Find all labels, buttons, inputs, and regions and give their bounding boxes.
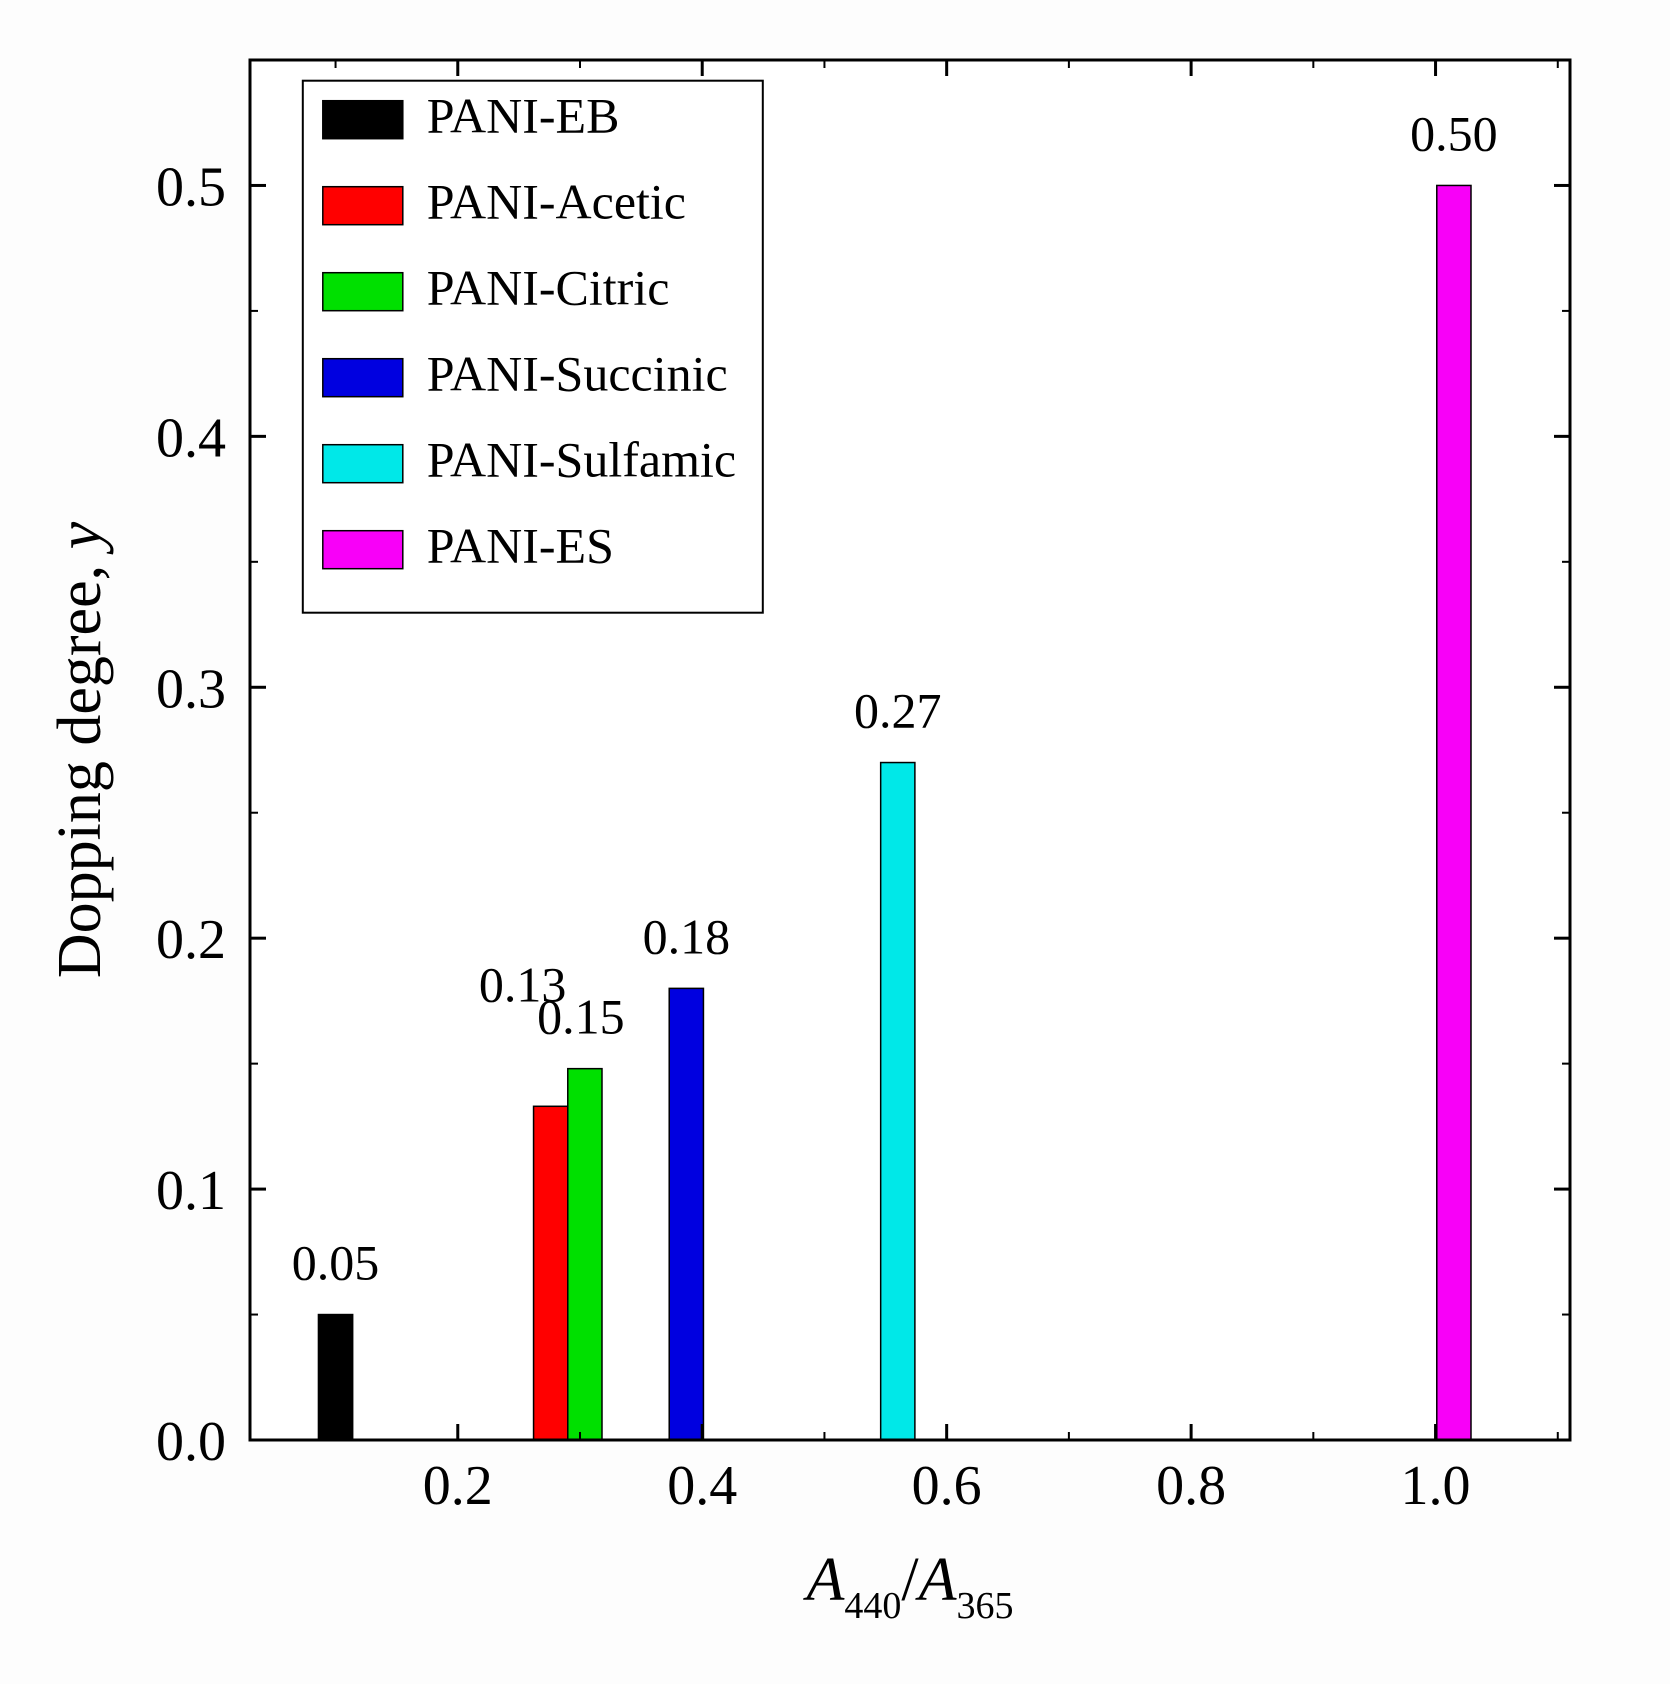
bar-pani-sulfamic xyxy=(881,763,915,1440)
bar-value-label: 0.18 xyxy=(643,908,731,964)
legend-label: PANI-Sulfamic xyxy=(427,432,736,488)
y-tick-label: 0.4 xyxy=(156,407,226,469)
legend-swatch xyxy=(323,445,403,483)
x-tick-label: 1.0 xyxy=(1401,1455,1471,1517)
bar-pani-citric xyxy=(568,1069,602,1440)
bar-chart: 0.050.130.150.180.270.500.20.40.60.81.00… xyxy=(0,0,1670,1684)
y-tick-label: 0.0 xyxy=(156,1411,226,1473)
legend-swatch xyxy=(323,359,403,397)
y-tick-label: 0.3 xyxy=(156,658,226,720)
legend-label: PANI-Succinic xyxy=(427,346,728,402)
legend-label: PANI-Citric xyxy=(427,260,670,316)
bar-pani-eb xyxy=(318,1315,352,1440)
bar-value-label: 0.05 xyxy=(292,1235,380,1291)
y-tick-label: 0.2 xyxy=(156,909,226,971)
bar-value-label: 0.50 xyxy=(1410,105,1498,161)
legend-swatch xyxy=(323,101,403,139)
y-tick-label: 0.5 xyxy=(156,156,226,218)
chart-container: 0.050.130.150.180.270.500.20.40.60.81.00… xyxy=(0,0,1670,1684)
y-tick-label: 0.1 xyxy=(156,1160,226,1222)
legend-swatch xyxy=(323,531,403,569)
bar-pani-succinic xyxy=(669,988,703,1440)
y-axis-title: Dopping degree, y xyxy=(46,521,114,978)
bar-value-label: 0.27 xyxy=(854,683,942,739)
legend-label: PANI-Acetic xyxy=(427,174,686,230)
svg-text:Dopping degree, y: Dopping degree, y xyxy=(46,521,114,978)
bar-pani-acetic xyxy=(534,1106,568,1440)
legend-swatch xyxy=(323,187,403,225)
legend-swatch xyxy=(323,273,403,311)
bar-pani-es xyxy=(1437,185,1471,1440)
legend-label: PANI-ES xyxy=(427,518,614,574)
x-tick-label: 0.6 xyxy=(912,1455,982,1517)
x-tick-label: 0.2 xyxy=(423,1455,493,1517)
legend-label: PANI-EB xyxy=(427,88,620,144)
bar-value-label: 0.15 xyxy=(537,989,625,1045)
x-tick-label: 0.4 xyxy=(667,1455,737,1517)
x-tick-label: 0.8 xyxy=(1156,1455,1226,1517)
